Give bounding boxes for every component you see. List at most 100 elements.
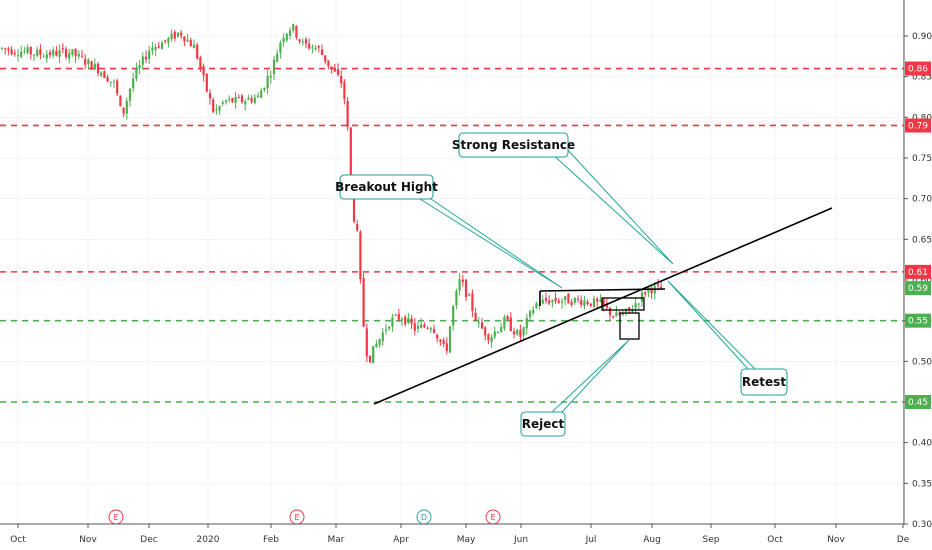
candle-down xyxy=(237,97,240,99)
level-badge xyxy=(905,395,931,409)
y-tick-label: 0.90 xyxy=(912,32,932,42)
candle-down xyxy=(365,328,368,357)
candle-up xyxy=(221,102,224,104)
candle-down xyxy=(359,231,362,279)
candle-down xyxy=(352,184,356,222)
candle-up xyxy=(125,100,128,114)
candle-up xyxy=(429,328,432,330)
candle-up xyxy=(301,41,304,43)
candle-down xyxy=(29,47,32,55)
candle-down xyxy=(368,355,372,363)
last-price-badge xyxy=(905,281,931,296)
candle-down xyxy=(84,58,87,65)
candle-down xyxy=(660,286,663,290)
candle-up xyxy=(263,87,266,91)
level-badge-label: 0.79 xyxy=(908,121,928,131)
candle-down xyxy=(605,304,608,308)
level-badge-label: 0.45 xyxy=(908,398,928,408)
grid xyxy=(0,0,904,525)
candle-down xyxy=(484,327,487,336)
candle-up xyxy=(52,49,55,56)
candle-up xyxy=(560,301,564,303)
candle-up xyxy=(77,53,80,57)
candle-up xyxy=(503,316,506,329)
candle-up xyxy=(224,100,228,103)
candlesticks xyxy=(0,23,663,364)
candle-up xyxy=(253,97,256,104)
candle-up xyxy=(416,325,420,329)
candle-down xyxy=(340,75,343,84)
candle-up xyxy=(314,47,317,50)
candle-down xyxy=(436,334,439,339)
candle-down xyxy=(468,294,471,296)
candle-down xyxy=(330,66,333,69)
candle-down xyxy=(317,46,320,48)
candle-up xyxy=(599,300,602,302)
candle-down xyxy=(205,73,208,92)
candle-up xyxy=(532,309,535,314)
candle-down xyxy=(589,303,592,306)
candle-down xyxy=(320,49,324,55)
candle-down xyxy=(608,307,612,316)
candle-up xyxy=(269,75,272,78)
candle-up xyxy=(631,309,634,312)
candle-down xyxy=(74,48,77,57)
candle-up xyxy=(141,56,144,65)
last-price-label: 0.59 xyxy=(908,284,928,294)
candle-up xyxy=(128,88,132,101)
candle-down xyxy=(548,300,551,304)
range-top-line xyxy=(539,288,666,292)
candle-down xyxy=(576,298,580,300)
candle-up xyxy=(458,279,461,291)
candle-up xyxy=(167,38,170,43)
candle-down xyxy=(333,68,336,72)
candle-up xyxy=(160,42,164,50)
candle-up xyxy=(407,317,410,323)
level-badge xyxy=(905,313,931,328)
candle-down xyxy=(509,317,512,332)
ascending-trendline xyxy=(373,207,833,405)
candle-down xyxy=(144,56,148,60)
candle-down xyxy=(48,52,52,56)
level-badge xyxy=(905,264,931,279)
candle-down xyxy=(327,60,330,67)
candle-up xyxy=(528,311,532,318)
candle-down xyxy=(80,55,84,57)
candle-up xyxy=(388,326,391,329)
candle-up xyxy=(154,46,157,50)
callout-label: Reject xyxy=(522,417,565,431)
time-axis[interactable]: Oct Nov Dec 2020 Feb Mar Apr May Jun Jul Aug Sep Oct… xyxy=(0,523,910,545)
x-tick-label: Feb xyxy=(263,535,279,545)
candle-down xyxy=(356,224,359,231)
candle-up xyxy=(493,331,496,337)
candle-down xyxy=(164,40,167,42)
candle-up xyxy=(592,298,596,307)
candle-up xyxy=(516,329,519,335)
candle-down xyxy=(240,95,244,103)
x-tick-label: May xyxy=(457,535,476,545)
event-marker-label: E xyxy=(294,513,299,522)
candle-down xyxy=(199,57,202,69)
candle-down xyxy=(554,297,557,302)
candle-down xyxy=(298,39,301,42)
x-tick-label: Sep xyxy=(703,535,720,545)
candle-down xyxy=(442,340,445,344)
candle-up xyxy=(372,345,375,364)
candle-down xyxy=(208,93,212,99)
candle-down xyxy=(580,300,583,305)
candle-up xyxy=(279,42,282,53)
candle-up xyxy=(525,317,528,329)
price-axis[interactable]: 0.30 0.35 0.40 0.45 0.50 0.55 0.60 0.65 0.70 0.75… xyxy=(903,0,932,530)
callout-box xyxy=(520,411,566,437)
candle-down xyxy=(362,278,365,327)
candle-up xyxy=(176,32,180,37)
candle-down xyxy=(506,316,509,320)
candle-down xyxy=(349,127,352,184)
level-badge-label: 0.86 xyxy=(908,65,928,75)
candle-down xyxy=(586,301,589,305)
callout-label: Retest xyxy=(742,375,786,389)
candle-down xyxy=(471,293,474,311)
candle-up xyxy=(186,39,189,42)
candle-down xyxy=(39,49,42,55)
